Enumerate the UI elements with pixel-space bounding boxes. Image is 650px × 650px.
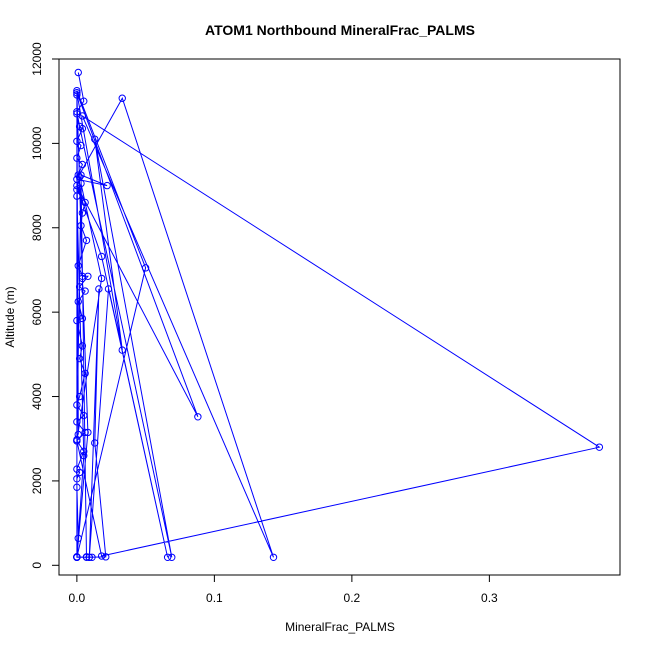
y-tick-label: 6000 (30, 298, 44, 325)
data-point (74, 171, 82, 179)
plot-area (58, 58, 621, 576)
x-tick-label: 0.0 (69, 591, 86, 605)
x-tick-label: 0.3 (481, 591, 498, 605)
chart-title: ATOM1 Northbound MineralFrac_PALMS (205, 22, 475, 38)
y-tick-label: 2000 (30, 467, 44, 494)
x-axis-label: MineralFrac_PALMS (285, 620, 395, 634)
data-point (77, 221, 85, 230)
data-point (78, 209, 87, 217)
data-point (74, 430, 82, 439)
data-point (73, 154, 81, 162)
data-point (104, 285, 113, 293)
data-point (163, 553, 172, 561)
data-point (78, 272, 87, 280)
data-point (73, 435, 81, 444)
data-point (77, 179, 85, 188)
data-point (103, 181, 111, 190)
data-point (73, 91, 81, 99)
series-line (76, 72, 601, 558)
data-point (74, 534, 82, 542)
data-point (74, 68, 82, 77)
data-point (73, 418, 81, 426)
data-point (82, 553, 91, 561)
data-point (73, 86, 81, 95)
y-axis-label: Altitude (m) (3, 286, 17, 347)
y-tick-label: 12000 (30, 42, 44, 76)
data-point (85, 553, 93, 561)
data-point (75, 283, 84, 291)
data-point (102, 553, 110, 561)
data-point (73, 553, 81, 561)
data-point (73, 175, 81, 183)
data-point (77, 171, 85, 179)
y-tick-label: 0 (30, 562, 44, 569)
data-point (75, 354, 84, 363)
data-point (73, 483, 81, 491)
data-point (595, 443, 604, 451)
data-point (81, 369, 89, 378)
data-point (78, 274, 87, 283)
data-point (75, 468, 84, 477)
data-point (74, 297, 82, 306)
data-point (80, 97, 88, 105)
data-point (84, 428, 92, 437)
data-point (269, 553, 278, 561)
data-point (168, 553, 176, 561)
data-point (77, 141, 85, 150)
data-point (118, 346, 126, 354)
data-point (80, 411, 88, 420)
data-point (95, 285, 103, 293)
x-axis: 0.0 0.1 0.2 0.3 (69, 574, 498, 605)
y-tick-label: 4000 (30, 383, 44, 410)
data-point (80, 451, 88, 460)
x-tick-label: 0.1 (206, 591, 223, 605)
y-tick-label: 10000 (30, 126, 44, 160)
data-point (75, 392, 84, 401)
data-point (91, 135, 99, 143)
series-layer (73, 68, 604, 561)
y-axis: 0 2000 4000 6000 8000 10000 12000 (30, 42, 60, 569)
data-point (78, 112, 87, 120)
data-point (82, 236, 91, 245)
data-point (88, 553, 96, 561)
data-point (194, 413, 202, 421)
data-point (73, 89, 81, 97)
data-point (97, 552, 106, 560)
plot-frame (58, 58, 621, 576)
data-point (74, 262, 82, 270)
data-point (91, 439, 99, 447)
data-point (81, 198, 89, 207)
y-tick-label: 8000 (30, 214, 44, 241)
data-point (73, 137, 81, 145)
data-point (81, 287, 89, 295)
data-point (73, 401, 81, 409)
data-point (73, 316, 81, 325)
data-point (78, 160, 87, 169)
data-point (97, 274, 106, 283)
data-point (81, 428, 89, 437)
data-point (78, 342, 87, 350)
data-point (97, 252, 106, 261)
data-point (73, 192, 81, 200)
data-point (141, 264, 150, 272)
data-point (78, 124, 87, 133)
data-point (118, 94, 126, 102)
x-tick-label: 0.2 (344, 591, 361, 605)
data-point (73, 108, 81, 116)
data-point (73, 475, 81, 483)
data-point (80, 447, 88, 456)
